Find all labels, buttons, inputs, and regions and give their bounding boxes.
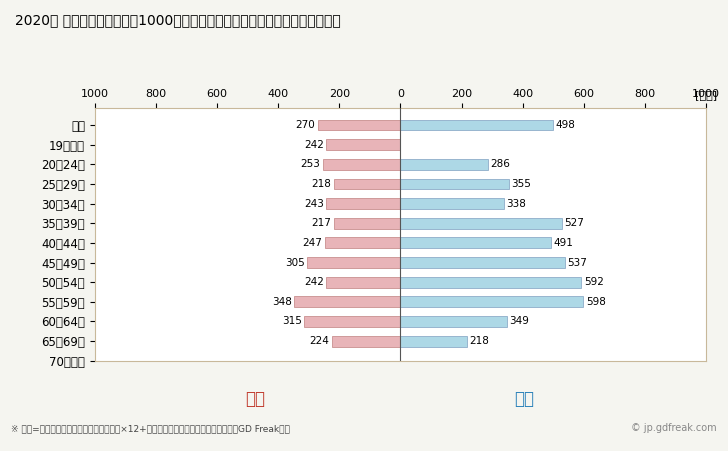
Text: 2020年 民間企業（従業者数1000人以上）フルタイム労働者の男女別平均年収: 2020年 民間企業（従業者数1000人以上）フルタイム労働者の男女別平均年収	[15, 14, 340, 28]
Text: 338: 338	[506, 198, 526, 209]
Text: 224: 224	[309, 336, 330, 346]
Bar	[307, 257, 400, 268]
Bar	[400, 277, 582, 288]
Bar	[304, 316, 400, 327]
Text: 218: 218	[312, 179, 331, 189]
Bar	[333, 179, 400, 189]
Bar	[400, 159, 488, 170]
Bar	[400, 257, 565, 268]
Bar	[326, 198, 400, 209]
Bar	[400, 179, 509, 189]
Text: 348: 348	[272, 297, 291, 307]
Bar	[334, 218, 400, 229]
Text: 355: 355	[511, 179, 531, 189]
Bar	[326, 139, 400, 150]
Text: 286: 286	[490, 159, 510, 169]
Text: 女性: 女性	[245, 390, 265, 408]
Text: 253: 253	[301, 159, 320, 169]
Text: 243: 243	[304, 198, 324, 209]
Text: 218: 218	[470, 336, 489, 346]
Text: 305: 305	[285, 258, 305, 267]
Text: 242: 242	[304, 277, 324, 287]
Bar	[332, 336, 400, 346]
Bar	[294, 296, 400, 307]
Text: 247: 247	[303, 238, 323, 248]
Bar	[400, 336, 467, 346]
Bar	[325, 238, 400, 249]
Text: 349: 349	[510, 317, 529, 327]
Bar	[326, 277, 400, 288]
Bar	[323, 159, 400, 170]
Text: © jp.gdfreak.com: © jp.gdfreak.com	[631, 423, 717, 433]
Text: 592: 592	[584, 277, 604, 287]
Bar	[400, 316, 507, 327]
Bar	[400, 296, 583, 307]
Text: 315: 315	[282, 317, 301, 327]
Text: 242: 242	[304, 140, 324, 150]
Bar	[400, 238, 550, 249]
Text: 537: 537	[567, 258, 587, 267]
Bar	[400, 120, 553, 130]
Text: [万円]: [万円]	[695, 90, 717, 100]
Text: 498: 498	[555, 120, 575, 130]
Text: 217: 217	[312, 218, 332, 228]
Text: 270: 270	[296, 120, 315, 130]
Bar	[400, 218, 561, 229]
Bar	[318, 120, 400, 130]
Text: 男性: 男性	[514, 390, 534, 408]
Text: 491: 491	[553, 238, 573, 248]
Bar	[400, 198, 504, 209]
Text: 598: 598	[586, 297, 606, 307]
Text: 527: 527	[564, 218, 584, 228]
Text: ※ 年収=「きまって支給する現金給与額」×12+「年間賞与その他特別給与額」としてGD Freak推計: ※ 年収=「きまって支給する現金給与額」×12+「年間賞与その他特別給与額」とし…	[11, 424, 290, 433]
